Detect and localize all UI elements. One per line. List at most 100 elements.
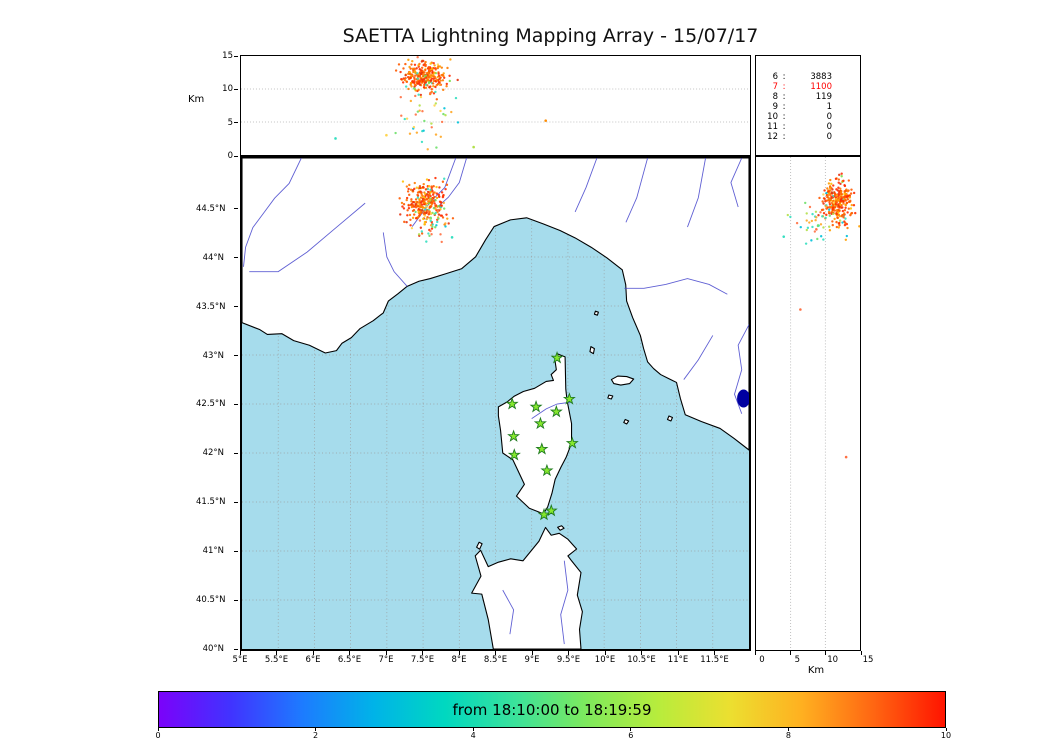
lma-station-markers [505,351,579,521]
station-count-n: 8 [772,92,778,102]
colorbar-tick-label: 2 [313,731,319,740]
lake [737,389,749,408]
gridlines [790,157,826,650]
river [683,335,714,380]
altitude-tick-label: 5 [227,117,233,128]
axis-tick [234,599,238,601]
latitude-tick-label: 42.5°N [196,399,226,410]
km-tick-label: 0 [759,655,765,665]
maddalena-island [557,525,565,531]
axis-tick [604,651,606,655]
longitude-tick-label: 8.5°E [483,655,508,665]
separator: : [782,132,786,142]
altitude-axis-label: Km [188,94,205,105]
latitude-tick-label: 43.5°N [196,301,226,312]
colorbar-tick-label: 10 [940,731,952,740]
latitude-tick-label: 41°N [202,546,224,557]
axis-tick [787,728,789,731]
longitude-tick-label: 7°E [378,655,394,665]
axis-tick [495,651,496,655]
altitude-vs-longitude-panel [240,55,751,156]
axis-tick [234,155,238,157]
pianosa-island [607,394,614,400]
separator: : [782,92,786,102]
axis-tick [315,728,317,731]
lightning-points [334,56,547,151]
axis-tick [714,651,715,655]
longitude-tick-label: 6.5°E [337,655,362,665]
axis-tick [422,651,423,655]
landmasses [242,158,749,649]
colorbar-tick-label: 0 [155,731,161,740]
longitude-tick-label: 5.5°E [264,655,289,665]
station-count-n: 12 [767,132,778,142]
station-star-icon [507,429,521,442]
station-count-row: 8: 119 [764,92,860,102]
station-star-icon [544,503,558,517]
river [560,560,569,645]
station-count-n: 7 [772,82,778,92]
axis-tick [385,651,387,655]
station-count-n: 10 [767,112,778,122]
axis-tick [234,208,238,210]
axis-tick [234,648,238,650]
station-count-n: 6 [772,72,778,82]
separator: : [782,112,786,122]
station-star-icon [529,400,543,413]
axis-tick [754,651,756,655]
axis-tick [234,55,238,57]
axis-tick [641,651,642,655]
station-count-value: 0 [826,132,832,142]
km-axis-label: Km [807,665,825,676]
lightning-points [398,176,455,244]
axis-tick [789,651,791,655]
axis-tick [157,728,159,731]
station-star-icon [505,397,519,410]
lightning-points [782,172,860,459]
longitude-tick-label: 9°E [524,655,540,665]
station-star-icon [540,463,554,477]
station-count-n: 11 [767,122,778,132]
separator: : [782,82,786,92]
axis-tick [234,452,238,454]
station-star-icon [549,404,563,418]
station-counts-table: 6: 3883 7: 1100 8: 119 9: 1 10: 0 11: 0 12: 0 [764,72,860,142]
station-star-icon [565,436,579,449]
station-count-n: 9 [772,102,778,112]
map-panel [240,156,751,651]
station-count-value: 0 [826,122,832,132]
station-count-value: 1 [826,102,832,112]
km-tick-label: 10 [827,655,839,665]
separator: : [782,102,786,112]
river [249,202,366,273]
axis-tick [239,651,241,655]
station-star-icon [550,351,564,364]
latitude-tick-label: 43°N [202,350,224,361]
longitude-tick-label: 10°E [594,655,616,665]
station-star-icon [537,507,551,521]
colorbar-tick-label: 4 [470,731,476,740]
latitude-tick-label: 40.5°N [196,595,226,606]
station-counts-panel: 6: 3883 7: 1100 8: 119 9: 1 10: 0 11: 0 12: 0 [755,55,861,156]
axis-tick [677,651,679,655]
map [242,158,749,649]
axis-tick [349,651,350,655]
asinara-island [476,541,483,550]
latitude-tick-label: 44.5°N [196,203,226,214]
colorbar: from 18:10:00 to 18:19:59 [158,691,946,728]
km-tick-label: 5 [794,655,801,665]
giglio-island [666,415,673,422]
latitude-tick-label: 41.5°N [196,497,226,508]
axis-tick [531,651,533,655]
station-count-row: 7: 1100 [764,82,860,92]
axis-tick [458,651,460,655]
latitude-tick-label: 44°N [202,252,224,263]
altitude-tick-label: 0 [227,151,233,161]
longitude-tick-label: 6°E [305,655,321,665]
latitude-tick-label: 40°N [202,644,224,654]
river [624,278,728,295]
station-count-row: 6: 3883 [764,72,860,82]
station-star-icon [562,392,576,405]
km-tick-label: 15 [862,655,874,665]
